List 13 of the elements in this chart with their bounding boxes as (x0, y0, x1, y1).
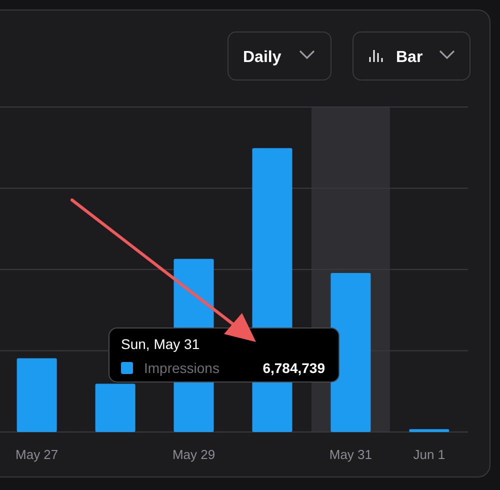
dropdown-button: Bar (352, 32, 470, 80)
x-tick-label: May 31 (329, 447, 372, 462)
bar (16, 358, 57, 432)
bar (95, 384, 136, 432)
bar (330, 273, 371, 432)
annotation: Sun, May 31 (121, 336, 200, 352)
bar (409, 429, 450, 432)
annotation: 6,784,739 (262, 360, 326, 376)
x-tick-label: May 27 (16, 447, 58, 462)
x-tick-label: Jun 1 (413, 447, 446, 462)
legend-label: Impressions (144, 360, 220, 376)
x-tick-label: May 29 (172, 447, 216, 462)
dropdown-button: Daily (228, 32, 332, 80)
